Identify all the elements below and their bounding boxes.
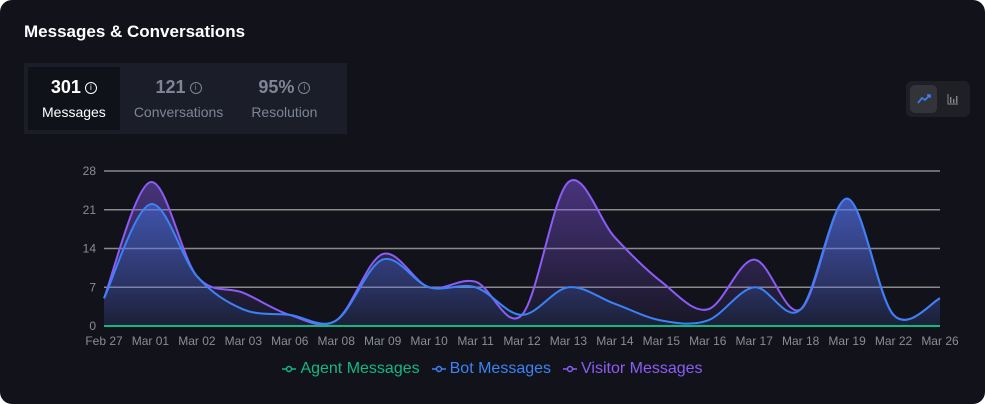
x-tick-label: Mar 02 [178,334,216,348]
x-tick-label: Mar 06 [271,334,309,348]
bot-messages-area [104,198,940,326]
legend-label: Agent Messages [300,360,420,377]
line-chart-icon [916,94,931,104]
stat-value: 301 i [51,77,97,98]
legend-item-agent-messages[interactable]: Agent Messages [282,360,420,378]
x-tick-label: Mar 19 [828,334,866,348]
x-tick-label: Mar 11 [457,334,494,348]
stat-value: 95% i [258,77,311,98]
x-tick-label: Mar 12 [503,334,541,348]
y-tick-label: 14 [83,242,97,256]
y-tick-label: 7 [89,280,96,294]
x-tick-label: Mar 08 [318,334,356,348]
line-marker-icon [282,365,297,373]
x-tick-label: Mar 09 [364,334,402,348]
x-tick-label: Mar 17 [736,334,774,348]
y-tick-label: 0 [89,319,96,333]
stat-tab-messages[interactable]: 301 i Messages [28,67,120,130]
line-marker-icon [431,365,446,373]
x-tick-label: Mar 18 [782,334,820,348]
x-tick-label: Mar 15 [643,334,681,348]
x-tick-label: Mar 10 [410,334,448,348]
stat-value: 121 i [156,77,202,98]
x-tick-label: Mar 16 [689,334,727,348]
stat-number: 121 [155,77,186,97]
stat-number: 301 [50,77,81,97]
legend-item-bot-messages[interactable]: Bot Messages [431,360,552,378]
bar-chart-icon [947,94,958,105]
x-tick-label: Mar 03 [225,334,263,348]
legend-label: Bot Messages [449,360,552,377]
stat-label: Messages [42,104,106,120]
info-icon[interactable]: i [189,81,202,94]
chart-legend: Agent Messages Bot Messages Visitor Messag… [0,360,985,378]
card-title: Messages & Conversations [24,22,246,41]
stat-tab-conversations[interactable]: 121 i Conversations [120,67,238,130]
x-tick-label: Mar 13 [550,334,588,348]
stat-tab-resolution[interactable]: 95% i Resolution [237,67,331,130]
legend-item-visitor-messages[interactable]: Visitor Messages [563,360,703,378]
stat-label: Conversations [133,104,224,120]
info-icon[interactable]: i [84,81,97,94]
info-icon[interactable]: i [298,81,311,94]
x-tick-label: Mar 14 [596,334,634,348]
x-tick-label: Mar 26 [921,334,959,348]
stat-number: 95% [258,77,295,97]
chart-type-toggle [906,81,970,117]
x-tick-label: Feb 27 [85,334,123,348]
legend-label: Visitor Messages [581,360,703,377]
x-tick-label: Mar 22 [875,334,913,348]
line-marker-icon [563,365,578,373]
bot-messages-line [103,197,941,325]
x-tick-label: Mar 01 [132,334,170,348]
y-tick-label: 28 [83,164,97,178]
bar-chart-button[interactable] [939,85,966,113]
stats-tabs: 301 i Messages 121 i Conversations 95% i Resolut… [24,63,347,134]
visitor-messages-area [104,180,940,326]
stat-label: Resolution [251,104,318,120]
y-tick-label: 21 [83,203,97,217]
line-chart-button[interactable] [910,85,937,113]
